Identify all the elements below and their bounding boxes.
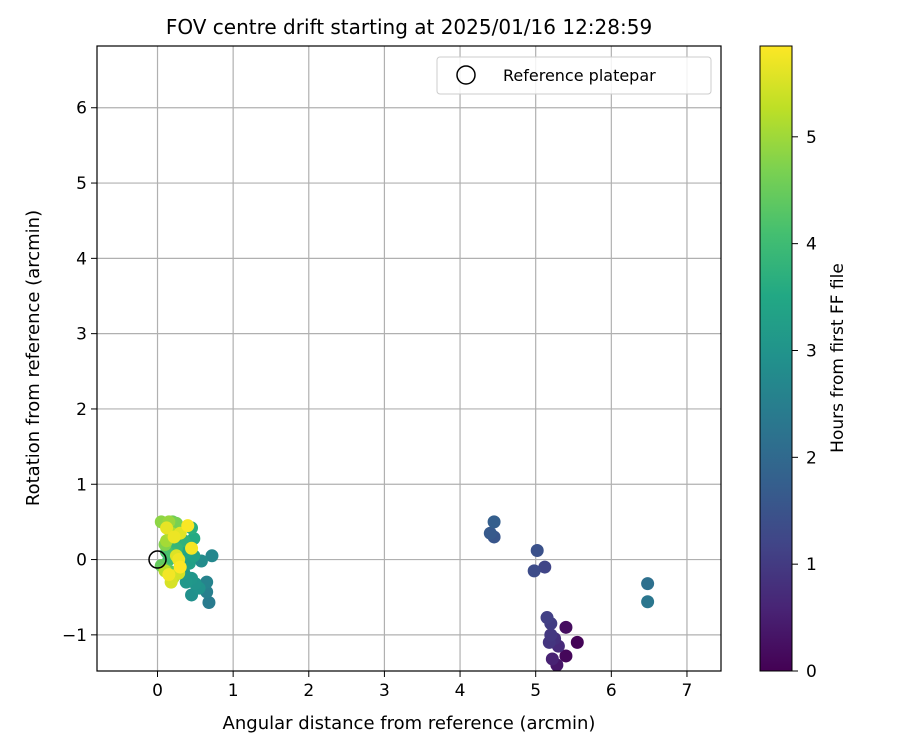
x-axis-ticks: 0 1 2 3 4 5 6 7 [152, 671, 692, 701]
data-point [527, 564, 541, 578]
x-tick-label: 7 [682, 681, 693, 701]
data-point [202, 595, 216, 609]
colorbar-tick-label: 5 [806, 128, 817, 148]
x-tick-label: 3 [379, 681, 390, 701]
colorbar-tick-label: 2 [806, 448, 817, 468]
colorbar: 0 1 2 3 4 5 Hours from first FF file [759, 45, 848, 682]
data-point [559, 620, 573, 634]
y-tick-label: 2 [76, 400, 87, 420]
y-tick-label: 1 [76, 475, 87, 495]
data-point [173, 560, 187, 574]
data-point [559, 649, 573, 663]
colorbar-tick-label: 1 [806, 555, 817, 575]
data-point [187, 531, 201, 545]
colorbar-tick-label: 0 [806, 662, 817, 682]
data-point [167, 530, 181, 544]
legend-entry-reference: Reference platepar [503, 66, 656, 85]
data-point [185, 541, 199, 555]
colorbar-tick-label: 3 [806, 341, 817, 361]
data-point [540, 611, 554, 625]
data-point [483, 526, 497, 540]
y-axis-ticks: −1 0 1 2 3 4 5 6 [62, 99, 97, 646]
y-tick-label: 3 [76, 325, 87, 345]
data-point [530, 544, 544, 558]
x-tick-label: 5 [530, 681, 541, 701]
legend: Reference platepar [436, 56, 712, 95]
x-tick-label: 1 [228, 681, 239, 701]
data-point [544, 628, 558, 642]
y-tick-label: −1 [62, 626, 87, 646]
legend-reference-marker [456, 65, 476, 85]
x-tick-label: 0 [152, 681, 163, 701]
data-point [538, 560, 552, 574]
legend-box [436, 56, 712, 95]
data-point [205, 549, 219, 563]
data-point [641, 595, 655, 609]
data-point [162, 568, 176, 582]
data-point [641, 577, 655, 591]
data-point [545, 652, 559, 666]
plot-frame [96, 45, 722, 672]
colorbar-label: Hours from first FF file [828, 263, 848, 453]
y-tick-label: 5 [76, 174, 87, 194]
data-point [181, 519, 195, 533]
colorbar-tick-label: 4 [806, 235, 817, 255]
y-tick-label: 6 [76, 99, 87, 119]
colorbar-gradient [759, 45, 793, 672]
x-tick-label: 2 [303, 681, 314, 701]
x-axis-label: Angular distance from reference (arcmin) [223, 713, 596, 734]
chart-title: FOV centre drift starting at 2025/01/16 … [166, 15, 652, 39]
data-point [570, 635, 584, 649]
x-tick-label: 4 [455, 681, 466, 701]
x-tick-label: 6 [606, 681, 617, 701]
reference-marker [148, 550, 167, 569]
data-point [487, 515, 501, 529]
grid-lines [97, 46, 721, 671]
data-point [160, 521, 174, 535]
y-axis-label: Rotation from reference (arcmin) [23, 210, 44, 506]
y-tick-label: 4 [76, 249, 87, 269]
data-points [154, 515, 655, 671]
y-tick-label: 0 [76, 551, 87, 571]
colorbar-ticks: 0 1 2 3 4 5 [792, 128, 817, 682]
